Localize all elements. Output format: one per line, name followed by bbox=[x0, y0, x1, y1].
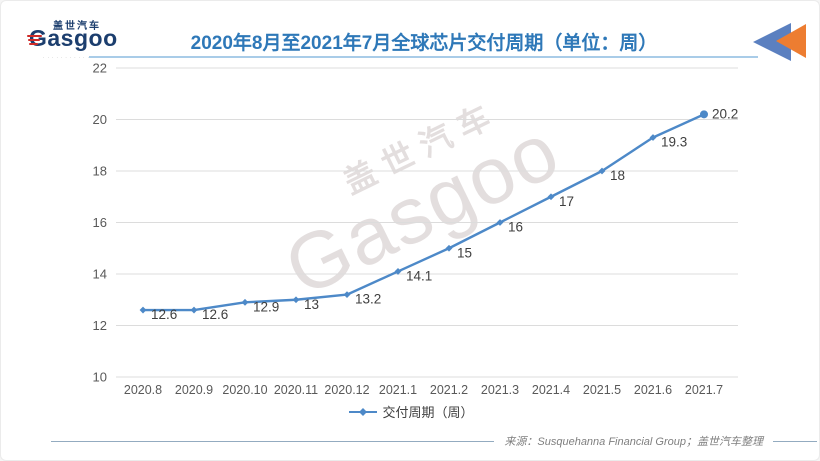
data-point-label: 16 bbox=[508, 220, 523, 235]
x-tick-label: 2021.6 bbox=[634, 383, 672, 397]
data-point-marker bbox=[445, 244, 453, 252]
corner-triangles-icon bbox=[753, 23, 806, 61]
legend-label: 交付周期（周） bbox=[382, 405, 474, 420]
data-point-label: 14.1 bbox=[406, 268, 432, 283]
x-tick-label: 2021.2 bbox=[430, 383, 468, 397]
data-point-marker bbox=[241, 298, 249, 306]
source-text: 来源：Susquehanna Financial Group；盖世汽车整理 bbox=[504, 436, 763, 448]
logo-cn-text: 盖世汽车 bbox=[53, 21, 101, 32]
logo-tagline: · · · · · · · · · · · · · bbox=[43, 55, 99, 60]
y-tick-label: 20 bbox=[93, 112, 107, 127]
y-tick-label: 22 bbox=[93, 61, 107, 76]
data-point-label: 13 bbox=[304, 297, 319, 312]
data-point-marker bbox=[292, 296, 300, 304]
y-tick-label: 12 bbox=[93, 318, 107, 333]
x-tick-label: 2021.5 bbox=[583, 383, 621, 397]
y-tick-label: 10 bbox=[93, 370, 107, 385]
data-point-label: 12.6 bbox=[151, 307, 177, 322]
data-point-marker bbox=[496, 219, 504, 226]
data-point-label: 15 bbox=[457, 245, 472, 260]
footer-rule-right bbox=[773, 440, 817, 442]
data-point-marker bbox=[700, 110, 708, 119]
x-tick-label: 2021.1 bbox=[379, 383, 417, 397]
data-point-label: 19.3 bbox=[661, 135, 687, 150]
series-line bbox=[143, 113, 705, 312]
x-tick-label: 2021.4 bbox=[532, 383, 570, 397]
x-tick-label: 2021.7 bbox=[685, 383, 723, 397]
data-point-marker bbox=[394, 268, 402, 275]
x-tick-label: 2020.8 bbox=[124, 383, 162, 397]
data-point-marker bbox=[547, 193, 555, 201]
data-point-label: 12.6 bbox=[202, 307, 228, 322]
data-point-marker bbox=[190, 306, 198, 314]
data-point-label: 12.9 bbox=[253, 299, 279, 314]
data-point-label: 17 bbox=[559, 194, 574, 209]
legend-line-marker-icon bbox=[349, 407, 378, 416]
data-point-marker bbox=[649, 134, 657, 141]
y-tick-label: 14 bbox=[93, 267, 107, 282]
footer: 来源：Susquehanna Financial Group；盖世汽车整理 bbox=[51, 433, 817, 449]
gasgoo-logo: 盖世汽车 Gasgoo · · · · · · · · · · · · · bbox=[21, 15, 121, 65]
data-point-label: 18 bbox=[610, 168, 625, 183]
data-point-label: 20.2 bbox=[712, 106, 738, 121]
data-point-label: 13.2 bbox=[355, 292, 381, 307]
footer-rule-left bbox=[51, 440, 495, 442]
data-point-marker bbox=[139, 306, 147, 314]
y-tick-label: 18 bbox=[93, 164, 107, 179]
logo-en-text: Gasgoo bbox=[29, 25, 118, 51]
x-tick-label: 2021.3 bbox=[481, 383, 519, 397]
x-tick-label: 2020.12 bbox=[324, 383, 369, 397]
logo-stripes-icon bbox=[27, 33, 43, 45]
x-tick-label: 2020.10 bbox=[222, 383, 267, 397]
page-title: 2020年8月至2021年7月全球芯片交付周期（单位：周） bbox=[190, 33, 658, 54]
x-tick-label: 2020.9 bbox=[175, 383, 213, 397]
title-underline bbox=[89, 56, 758, 58]
x-tick-label: 2020.11 bbox=[274, 383, 318, 397]
data-point-marker bbox=[598, 167, 606, 175]
y-tick-label: 16 bbox=[93, 215, 107, 230]
chart-legend: 交付周期（周） bbox=[1, 402, 819, 421]
data-point-marker bbox=[343, 291, 351, 298]
